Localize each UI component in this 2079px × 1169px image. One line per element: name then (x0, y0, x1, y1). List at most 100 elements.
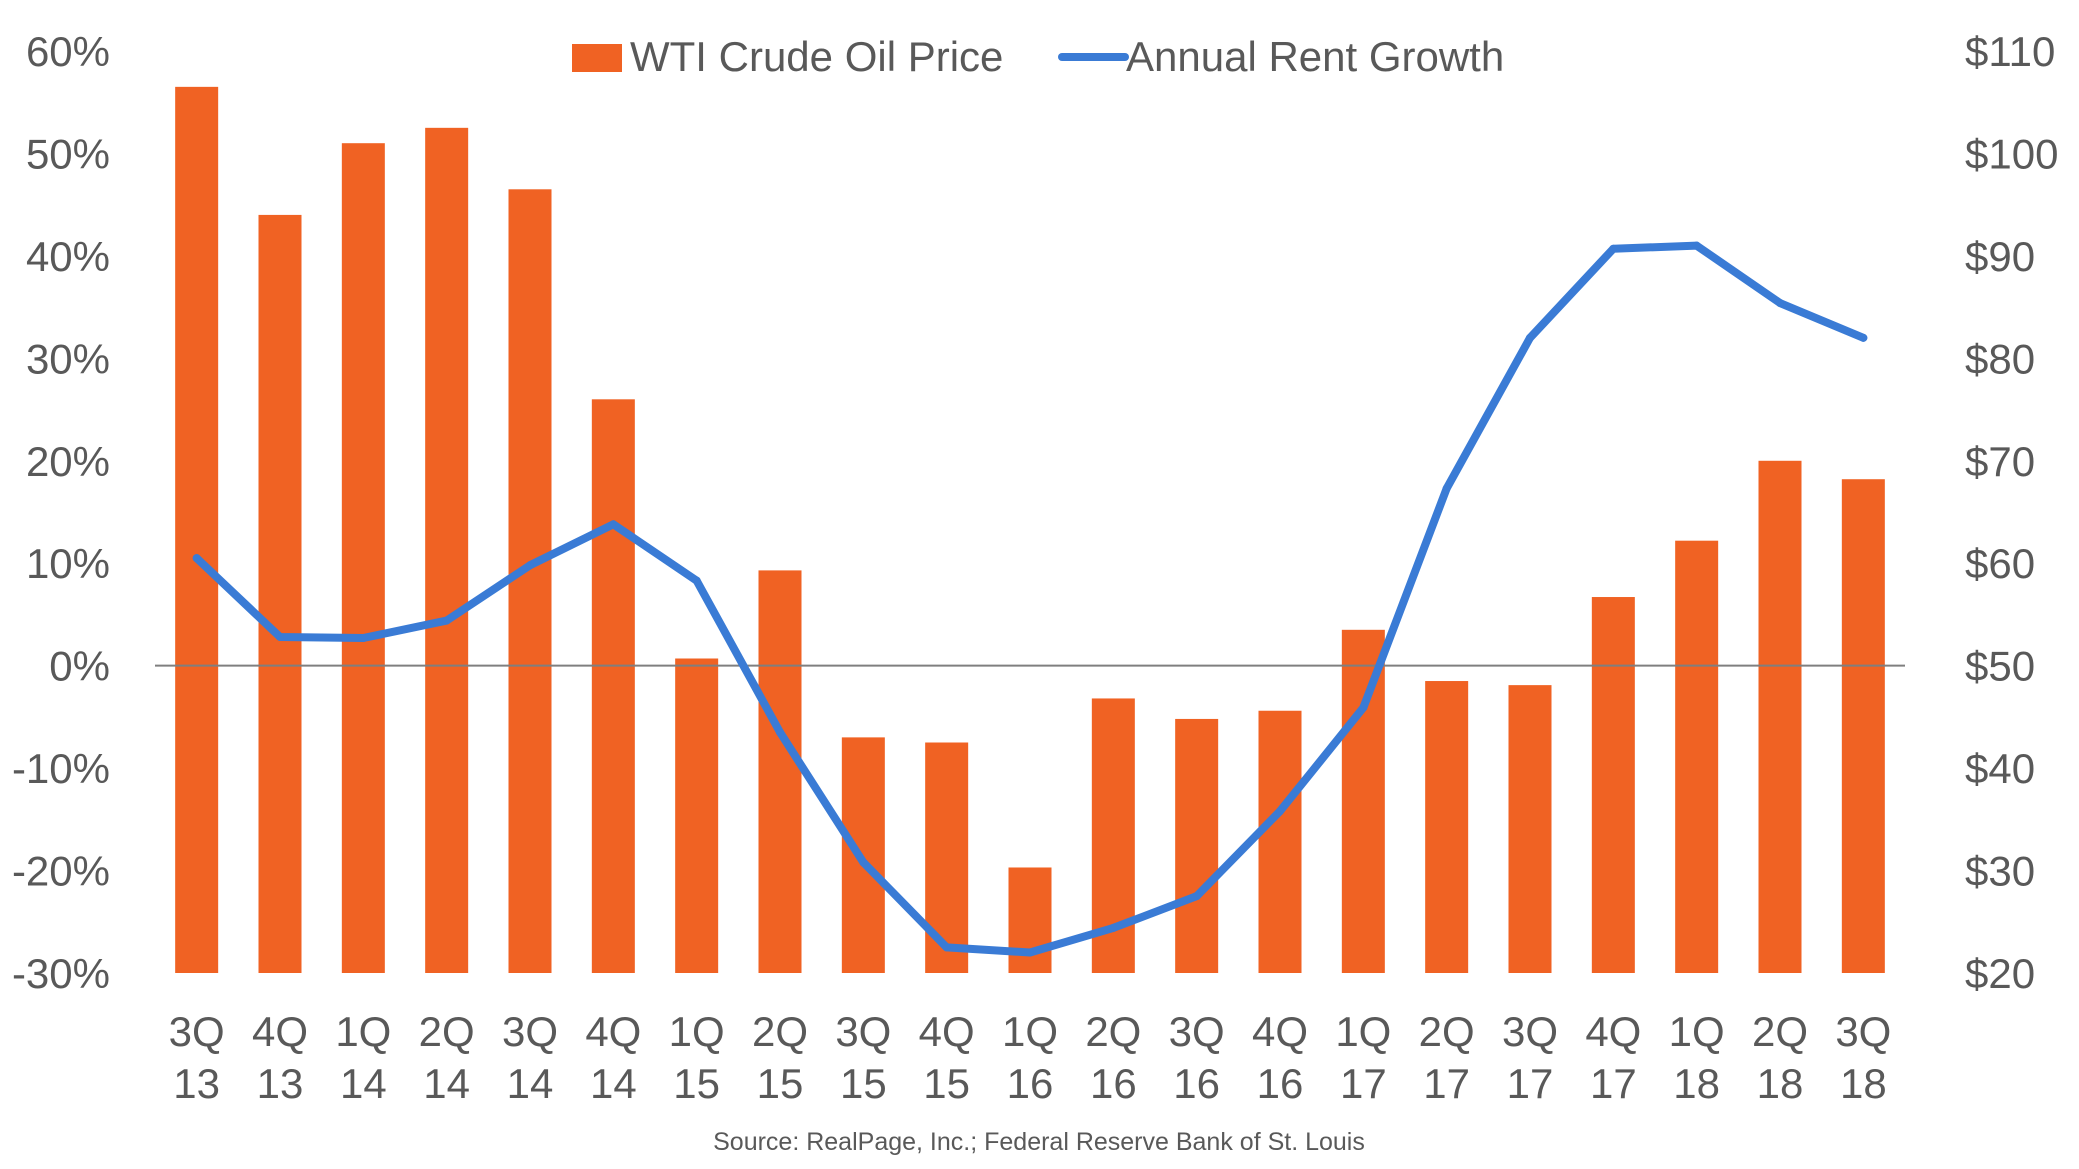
line-point (859, 858, 868, 867)
x-tick-label-quarter: 2Q (1085, 1008, 1141, 1055)
x-tick-label-quarter: 3Q (502, 1008, 558, 1055)
x-tick-label-year: 15 (757, 1060, 804, 1107)
right-tick-label: $110 (1965, 28, 2055, 75)
x-tick-label-year: 13 (257, 1060, 304, 1107)
right-tick-label: $100 (1965, 130, 2058, 177)
line-point (1192, 892, 1201, 901)
x-axis: 3Q 13 4Q 13 1Q 14 2Q 14 3Q 14 4Q 14 1Q 15 2Q 15 3Q 15 4Q 15… (169, 1008, 1892, 1107)
line-point (1359, 703, 1368, 712)
left-tick-label: 50% (26, 130, 110, 177)
x-tick-label-quarter: 3Q (169, 1008, 225, 1055)
x-tick-label-quarter: 2Q (1419, 1008, 1475, 1055)
left-tick-label: 40% (26, 233, 110, 280)
line-point (609, 520, 618, 529)
right-tick-label: $20 (1965, 950, 2035, 997)
x-tick-label-year: 13 (173, 1060, 220, 1107)
x-tick-label-year: 15 (840, 1060, 887, 1107)
bar (1175, 718, 1219, 973)
x-tick-label-quarter: 1Q (1002, 1008, 1058, 1055)
left-tick-label: 20% (26, 438, 110, 485)
bar (508, 189, 552, 974)
bar (675, 658, 719, 973)
line-point (192, 554, 201, 563)
x-tick-label-quarter: 3Q (1835, 1008, 1891, 1055)
x-tick-label-year: 17 (1340, 1060, 1387, 1107)
legend-label-bar: WTI Crude Oil Price (630, 33, 1003, 80)
line-point (776, 728, 784, 737)
x-tick-label-quarter: 1Q (335, 1008, 391, 1055)
x-tick-label-quarter: 4Q (585, 1008, 641, 1055)
x-tick-label-quarter: 3Q (835, 1008, 891, 1055)
legend-swatch-bar (572, 44, 622, 72)
line-series (192, 241, 1868, 957)
line-point (359, 634, 368, 643)
x-tick-label-year: 15 (923, 1060, 970, 1107)
bar (1591, 597, 1635, 973)
left-tick-label: 10% (26, 540, 110, 587)
line-point (276, 632, 284, 641)
x-tick-label-year: 18 (1673, 1060, 1720, 1107)
line-point (1609, 244, 1618, 253)
x-tick-label-year: 18 (1840, 1060, 1887, 1107)
bar (1758, 460, 1802, 973)
left-tick-label: 60% (26, 28, 110, 75)
x-tick-label-year: 16 (1257, 1060, 1304, 1107)
bar (258, 214, 302, 973)
x-tick-label-quarter: 3Q (1502, 1008, 1558, 1055)
line-point (1026, 948, 1034, 957)
left-tick-label: 0% (49, 643, 110, 690)
bar (1675, 540, 1719, 973)
x-tick-label-year: 17 (1590, 1060, 1637, 1107)
left-axis: 60% 50% 40% 30% 20% 10% 0% -10% -20% -30% (12, 28, 110, 997)
line-point (942, 943, 951, 952)
bar (1258, 710, 1302, 973)
x-tick-label-year: 14 (507, 1060, 554, 1107)
bar (758, 570, 802, 973)
right-tick-label: $40 (1965, 745, 2035, 792)
x-tick-label-quarter: 2Q (419, 1008, 475, 1055)
x-tick-label-quarter: 4Q (1252, 1008, 1308, 1055)
x-tick-label-year: 15 (673, 1060, 720, 1107)
bar (591, 399, 635, 973)
left-tick-label: -20% (12, 848, 110, 895)
x-tick-label-quarter: 4Q (919, 1008, 975, 1055)
right-tick-label: $30 (1965, 848, 2035, 895)
right-tick-label: $70 (1965, 438, 2035, 485)
legend-label-line: Annual Rent Growth (1126, 33, 1504, 80)
bar (1341, 629, 1385, 973)
legend: WTI Crude Oil Price Annual Rent Growth (572, 33, 1504, 80)
bar (925, 742, 969, 973)
right-tick-label: $60 (1965, 540, 2035, 587)
x-tick-label-quarter: 2Q (752, 1008, 808, 1055)
left-tick-label: 30% (26, 335, 110, 382)
x-tick-label-year: 17 (1507, 1060, 1554, 1107)
x-tick-label-quarter: 1Q (1335, 1008, 1391, 1055)
right-tick-label: $50 (1965, 643, 2035, 690)
bar (1508, 685, 1552, 973)
x-tick-label-year: 18 (1757, 1060, 1804, 1107)
x-tick-label-quarter: 3Q (1169, 1008, 1225, 1055)
bar (1425, 681, 1469, 973)
x-tick-label-quarter: 1Q (1669, 1008, 1725, 1055)
x-tick-label-quarter: 4Q (1585, 1008, 1641, 1055)
x-tick-label-year: 16 (1007, 1060, 1054, 1107)
bar (425, 127, 469, 974)
line-point (1776, 299, 1784, 308)
x-tick-label-year: 14 (590, 1060, 637, 1107)
line-point (1442, 484, 1451, 493)
bar-series (175, 86, 1885, 974)
bar (1841, 479, 1885, 973)
bar (175, 86, 219, 974)
x-tick-label-year: 16 (1173, 1060, 1220, 1107)
line-point (526, 561, 534, 570)
bar (341, 143, 385, 973)
line-point (442, 616, 451, 625)
line-point (1692, 241, 1701, 250)
x-tick-label-year: 17 (1423, 1060, 1470, 1107)
line-point (1109, 923, 1118, 932)
x-tick-label-quarter: 1Q (669, 1008, 725, 1055)
x-tick-label-quarter: 2Q (1752, 1008, 1808, 1055)
x-tick-label-quarter: 4Q (252, 1008, 308, 1055)
right-tick-label: $90 (1965, 233, 2035, 280)
